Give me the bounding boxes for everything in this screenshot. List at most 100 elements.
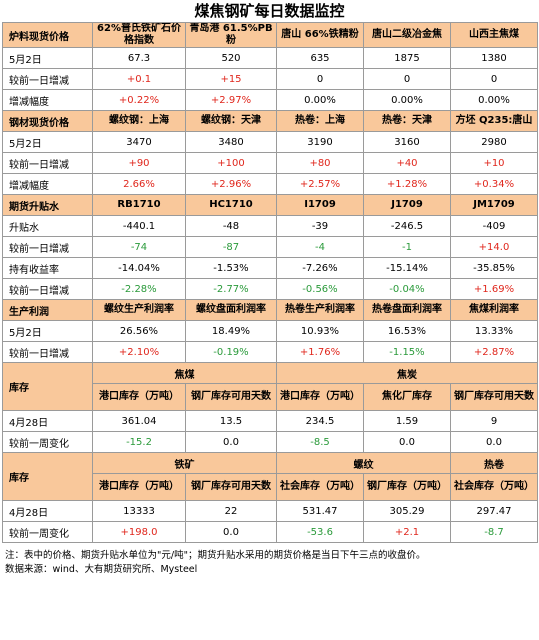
column-header: 螺纹钢：上海 (92, 110, 186, 132)
table-row: 5月2日 26.56% 18.49% 10.93% 16.53% 13.33% (2, 320, 538, 342)
column-header: 山西主焦煤 (450, 22, 538, 48)
table-cell: +90 (92, 152, 186, 174)
column-header: 螺纹钢：天津 (185, 110, 277, 132)
table-cell: -39 (276, 215, 364, 237)
table-row: 持有收益率 -14.04% -1.53% -7.26% -15.14% -35.85% (2, 257, 538, 279)
table-cell: -8.7 (450, 521, 538, 543)
table-cell: +80 (276, 152, 364, 174)
table-row: 5月2日 3470 3480 3190 3160 2980 (2, 131, 538, 153)
table-row: 5月2日 67.3 520 635 1875 1380 (2, 47, 538, 69)
table-cell: 0.0 (450, 431, 538, 453)
group-header: 焦炭 (276, 362, 538, 384)
table-cell: +2.10% (92, 341, 186, 363)
column-header: JM1709 (450, 194, 538, 216)
row-label: 增减幅度 (2, 89, 93, 111)
table-cell: +0.22% (92, 89, 186, 111)
table-cell: 67.3 (92, 47, 186, 69)
row-label: 5月2日 (2, 47, 93, 69)
table-cell: -53.6 (276, 521, 364, 543)
section-header-row: 期货升贴水 RB1710 HC1710 I1709 J1709 JM1709 (2, 194, 538, 216)
column-header: 螺纹生产利润率 (92, 299, 186, 321)
table-cell: +100 (185, 152, 277, 174)
table-row: 增减幅度 +0.22% +2.97% 0.00% 0.00% 0.00% (2, 89, 538, 111)
table-cell: 10.93% (276, 320, 364, 342)
table-cell: 1875 (363, 47, 451, 69)
inventory-sub-row: 港口库存（万吨） 钢厂库存可用天数 社会库存（万吨） 钢厂库存（万吨） 社会库存（万吨） (3, 473, 538, 501)
table-row: 较前一日增减 +90 +100 +80 +40 +10 (2, 152, 538, 174)
row-label: 较前一日增减 (2, 152, 93, 174)
inventory-group-row: 库存 铁矿 螺纹 热卷 (2, 452, 538, 501)
table-cell: -7.26% (276, 257, 364, 279)
column-header: RB1710 (92, 194, 186, 216)
table-cell: 0 (450, 68, 538, 90)
table-cell: 16.53% (363, 320, 451, 342)
column-header: 港口库存（万吨） (92, 473, 186, 501)
table-cell: 26.56% (92, 320, 186, 342)
table-row: 较前一日增减 +2.10% -0.19% +1.76% -1.15% +2.87% (2, 341, 538, 363)
group-header: 焦煤 (92, 362, 277, 384)
row-label: 较前一周变化 (2, 431, 93, 453)
table-cell: 22 (185, 500, 277, 522)
table-row: 较前一日增减 +0.1 +15 0 0 0 (2, 68, 538, 90)
row-label: 较前一日增减 (2, 236, 93, 258)
row-label: 5月2日 (2, 320, 93, 342)
table-cell: 0 (363, 68, 451, 90)
table-cell: 9 (450, 410, 538, 432)
table-cell: +14.0 (450, 236, 538, 258)
column-header: 62%普氏铁矿石价格指数 (92, 22, 186, 48)
table-cell: 18.49% (185, 320, 277, 342)
column-header: 焦化厂库存 (363, 383, 451, 411)
table-cell: 2980 (450, 131, 538, 153)
group-header: 铁矿 (92, 452, 277, 474)
column-header: 方坯 Q235:唐山 (450, 110, 538, 132)
table-row: 4月28日 361.04 13.5 234.5 1.59 9 (2, 410, 538, 432)
table-cell: +2.96% (185, 173, 277, 195)
table-cell: 3480 (185, 131, 277, 153)
table-cell: +10 (450, 152, 538, 174)
table-cell: -0.56% (276, 278, 364, 300)
column-header: 热卷生产利润率 (276, 299, 364, 321)
row-label: 较前一日增减 (2, 341, 93, 363)
table-cell: -15.14% (363, 257, 451, 279)
column-header: 唐山 66%铁精粉 (276, 22, 364, 48)
table-row: 较前一日增减 -74 -87 -4 -1 +14.0 (2, 236, 538, 258)
row-label: 持有收益率 (2, 257, 93, 279)
column-header: 螺纹盘面利润率 (185, 299, 277, 321)
column-header: 热卷：天津 (363, 110, 451, 132)
column-header: 钢厂库存可用天数 (185, 473, 277, 501)
table-cell: -1 (363, 236, 451, 258)
column-header: 热卷：上海 (276, 110, 364, 132)
table-cell: 531.47 (276, 500, 364, 522)
column-header: 钢厂库存可用天数 (450, 383, 538, 411)
table-row: 4月28日 13333 22 531.47 305.29 297.47 (2, 500, 538, 522)
group-header: 热卷 (450, 452, 538, 474)
section-title: 期货升贴水 (2, 194, 93, 216)
table-cell: 0.00% (276, 89, 364, 111)
table-cell: 0 (276, 68, 364, 90)
table-cell: 1380 (450, 47, 538, 69)
table-cell: 0.00% (363, 89, 451, 111)
table-cell: +1.28% (363, 173, 451, 195)
section-title: 库存 (2, 452, 93, 501)
column-header: 社会库存（万吨） (450, 473, 538, 501)
section-header-row: 炉料现货价格 62%普氏铁矿石价格指数 青岛港 61.5%PB粉 唐山 66%铁精粉唐… (2, 22, 538, 48)
table-cell: 0.0 (185, 521, 277, 543)
table-cell: -14.04% (92, 257, 186, 279)
table-cell: 297.47 (450, 500, 538, 522)
table-cell: 3190 (276, 131, 364, 153)
section-header-row: 钢材现货价格 螺纹钢：上海 螺纹钢：天津 热卷：上海 热卷：天津 方坯 Q235:唐山 (2, 110, 538, 132)
column-header: 钢厂库存（万吨） (363, 473, 451, 501)
row-label: 较前一周变化 (2, 521, 93, 543)
footnotes: 注：表中的价格、期货升贴水单位为"元/吨"；期货升贴水采用的期货价格是当日下午三… (2, 549, 537, 577)
column-header: 港口库存（万吨） (276, 383, 364, 411)
table-cell: -15.2 (92, 431, 186, 453)
table-cell: 1.59 (363, 410, 451, 432)
table-cell: +1.76% (276, 341, 364, 363)
column-header: 焦煤利润率 (450, 299, 538, 321)
table-cell: -74 (92, 236, 186, 258)
table-cell: +1.69% (450, 278, 538, 300)
table-cell: 2.66% (92, 173, 186, 195)
section-title: 炉料现货价格 (2, 22, 93, 48)
table-cell: +15 (185, 68, 277, 90)
table-cell: +198.0 (92, 521, 186, 543)
